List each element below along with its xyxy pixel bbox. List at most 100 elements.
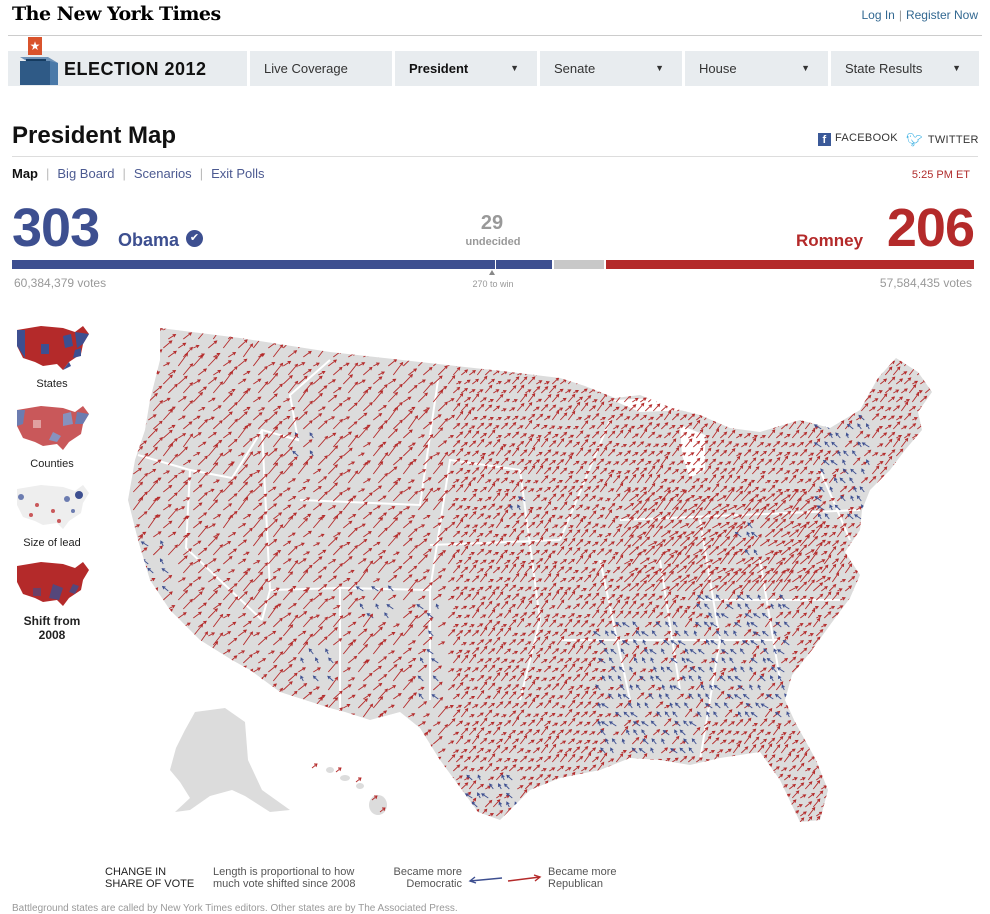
shift-arrow [912, 686, 919, 691]
twitter-share[interactable]: 🐦︎ TWITTER [906, 132, 979, 148]
shift-arrow [583, 701, 592, 709]
shift-arrow [639, 467, 648, 475]
shift-arrow [596, 348, 605, 358]
shift-arrow [642, 639, 646, 646]
shift-arrow [471, 393, 480, 403]
subnav-exit-polls[interactable]: Exit Polls [211, 166, 265, 181]
shift-arrow [895, 520, 904, 529]
shift-arrow [300, 675, 304, 682]
register-link[interactable]: Register Now [905, 8, 978, 22]
shift-arrow [624, 633, 630, 637]
shift-arrow [752, 380, 759, 385]
shift-arrow [912, 758, 919, 763]
shift-arrow [732, 366, 741, 376]
nyt-logo[interactable]: The New York Times [12, 3, 221, 25]
nav-live-coverage[interactable]: Live Coverage [247, 51, 392, 86]
shift-arrow [756, 579, 767, 592]
shift-arrow [716, 475, 725, 484]
shift-arrow [511, 328, 520, 331]
shift-arrow [912, 451, 919, 457]
shift-arrow [584, 613, 591, 619]
shift-arrow [378, 550, 387, 556]
shift-arrow [212, 489, 224, 502]
shift-arrow [533, 676, 540, 682]
shift-arrow [471, 538, 480, 547]
shift-arrow [332, 814, 344, 822]
shift-arrow [183, 691, 193, 700]
shift-arrow [903, 808, 912, 817]
shift-arrow [167, 544, 179, 556]
shift-arrow [377, 560, 389, 574]
shift-arrow [332, 690, 343, 700]
nav-senate[interactable]: Senate ▼ [537, 51, 682, 86]
shift-arrow [620, 684, 625, 691]
shift-arrow [696, 603, 702, 610]
subnav-big-board[interactable]: Big Board [57, 166, 115, 181]
shift-arrow [573, 658, 580, 664]
shift-arrow [504, 684, 512, 691]
shift-arrow [620, 600, 629, 610]
shift-arrow [133, 668, 141, 673]
shift-arrow [456, 559, 463, 565]
shift-arrow [455, 484, 464, 493]
shift-arrow [163, 470, 171, 475]
subnav-scenarios[interactable]: Scenarios [133, 166, 192, 181]
shift-arrow [253, 434, 261, 439]
shift-arrow [168, 333, 177, 340]
shift-arrow [573, 351, 581, 358]
shift-arrow [552, 613, 559, 619]
view-size-of-lead[interactable]: Size of lead [12, 481, 92, 549]
shift-arrow [844, 709, 853, 718]
shift-arrow [624, 363, 630, 367]
shift-arrow [580, 528, 589, 538]
shift-arrow [477, 639, 485, 646]
shift-arrow [223, 503, 233, 511]
shift-arrow [656, 342, 664, 349]
nav-state-results[interactable]: State Results ▼ [828, 51, 979, 86]
shift-arrow [868, 799, 877, 808]
shift-arrow [845, 605, 852, 610]
login-link[interactable]: Log In [861, 8, 895, 22]
shift-arrow [152, 618, 163, 628]
shift-arrow [775, 341, 784, 349]
shift-arrow [418, 595, 426, 601]
shift-arrow [872, 505, 879, 511]
shift-arrow [252, 571, 264, 583]
election-brand[interactable]: ★ ELECTION 2012 [8, 37, 244, 86]
shift-arrow [583, 395, 592, 403]
shift-arrow [402, 624, 414, 637]
shift-arrow [448, 595, 455, 601]
shift-arrow [476, 601, 485, 610]
shift-arrow [572, 329, 581, 340]
view-states[interactable]: States [12, 322, 92, 390]
shift-arrow [447, 502, 456, 511]
shift-arrow [596, 458, 605, 466]
nav-president[interactable]: President ▼ [392, 51, 537, 86]
shift-arrow [816, 575, 826, 583]
shift-arrow [327, 536, 338, 547]
shift-arrow [900, 437, 909, 448]
view-shift-from-2008[interactable]: Shift from 2008 [12, 558, 92, 642]
shift-arrow [704, 537, 715, 547]
view-counties[interactable]: Counties [12, 402, 92, 470]
shift-arrow [701, 458, 709, 466]
subnav-map[interactable]: Map [12, 166, 38, 181]
shift-arrow [493, 551, 500, 556]
shift-arrow [901, 531, 909, 538]
shift-arrow [456, 381, 462, 385]
shift-arrow [564, 529, 573, 538]
shift-arrow [672, 685, 681, 691]
facebook-share[interactable]: f FACEBOOK [818, 132, 898, 146]
shift-arrow [589, 549, 597, 556]
shift-arrow [426, 612, 434, 619]
shift-arrow [775, 375, 784, 385]
shift-arrow [757, 387, 765, 394]
shift-arrow [816, 539, 826, 547]
shift-arrow [824, 450, 832, 457]
vote-shift-map[interactable] [120, 318, 940, 838]
shift-arrow [674, 630, 681, 637]
shift-arrow [402, 461, 414, 475]
shift-arrow [472, 489, 478, 493]
nav-house[interactable]: House ▼ [682, 51, 828, 86]
shift-arrow [632, 621, 638, 628]
